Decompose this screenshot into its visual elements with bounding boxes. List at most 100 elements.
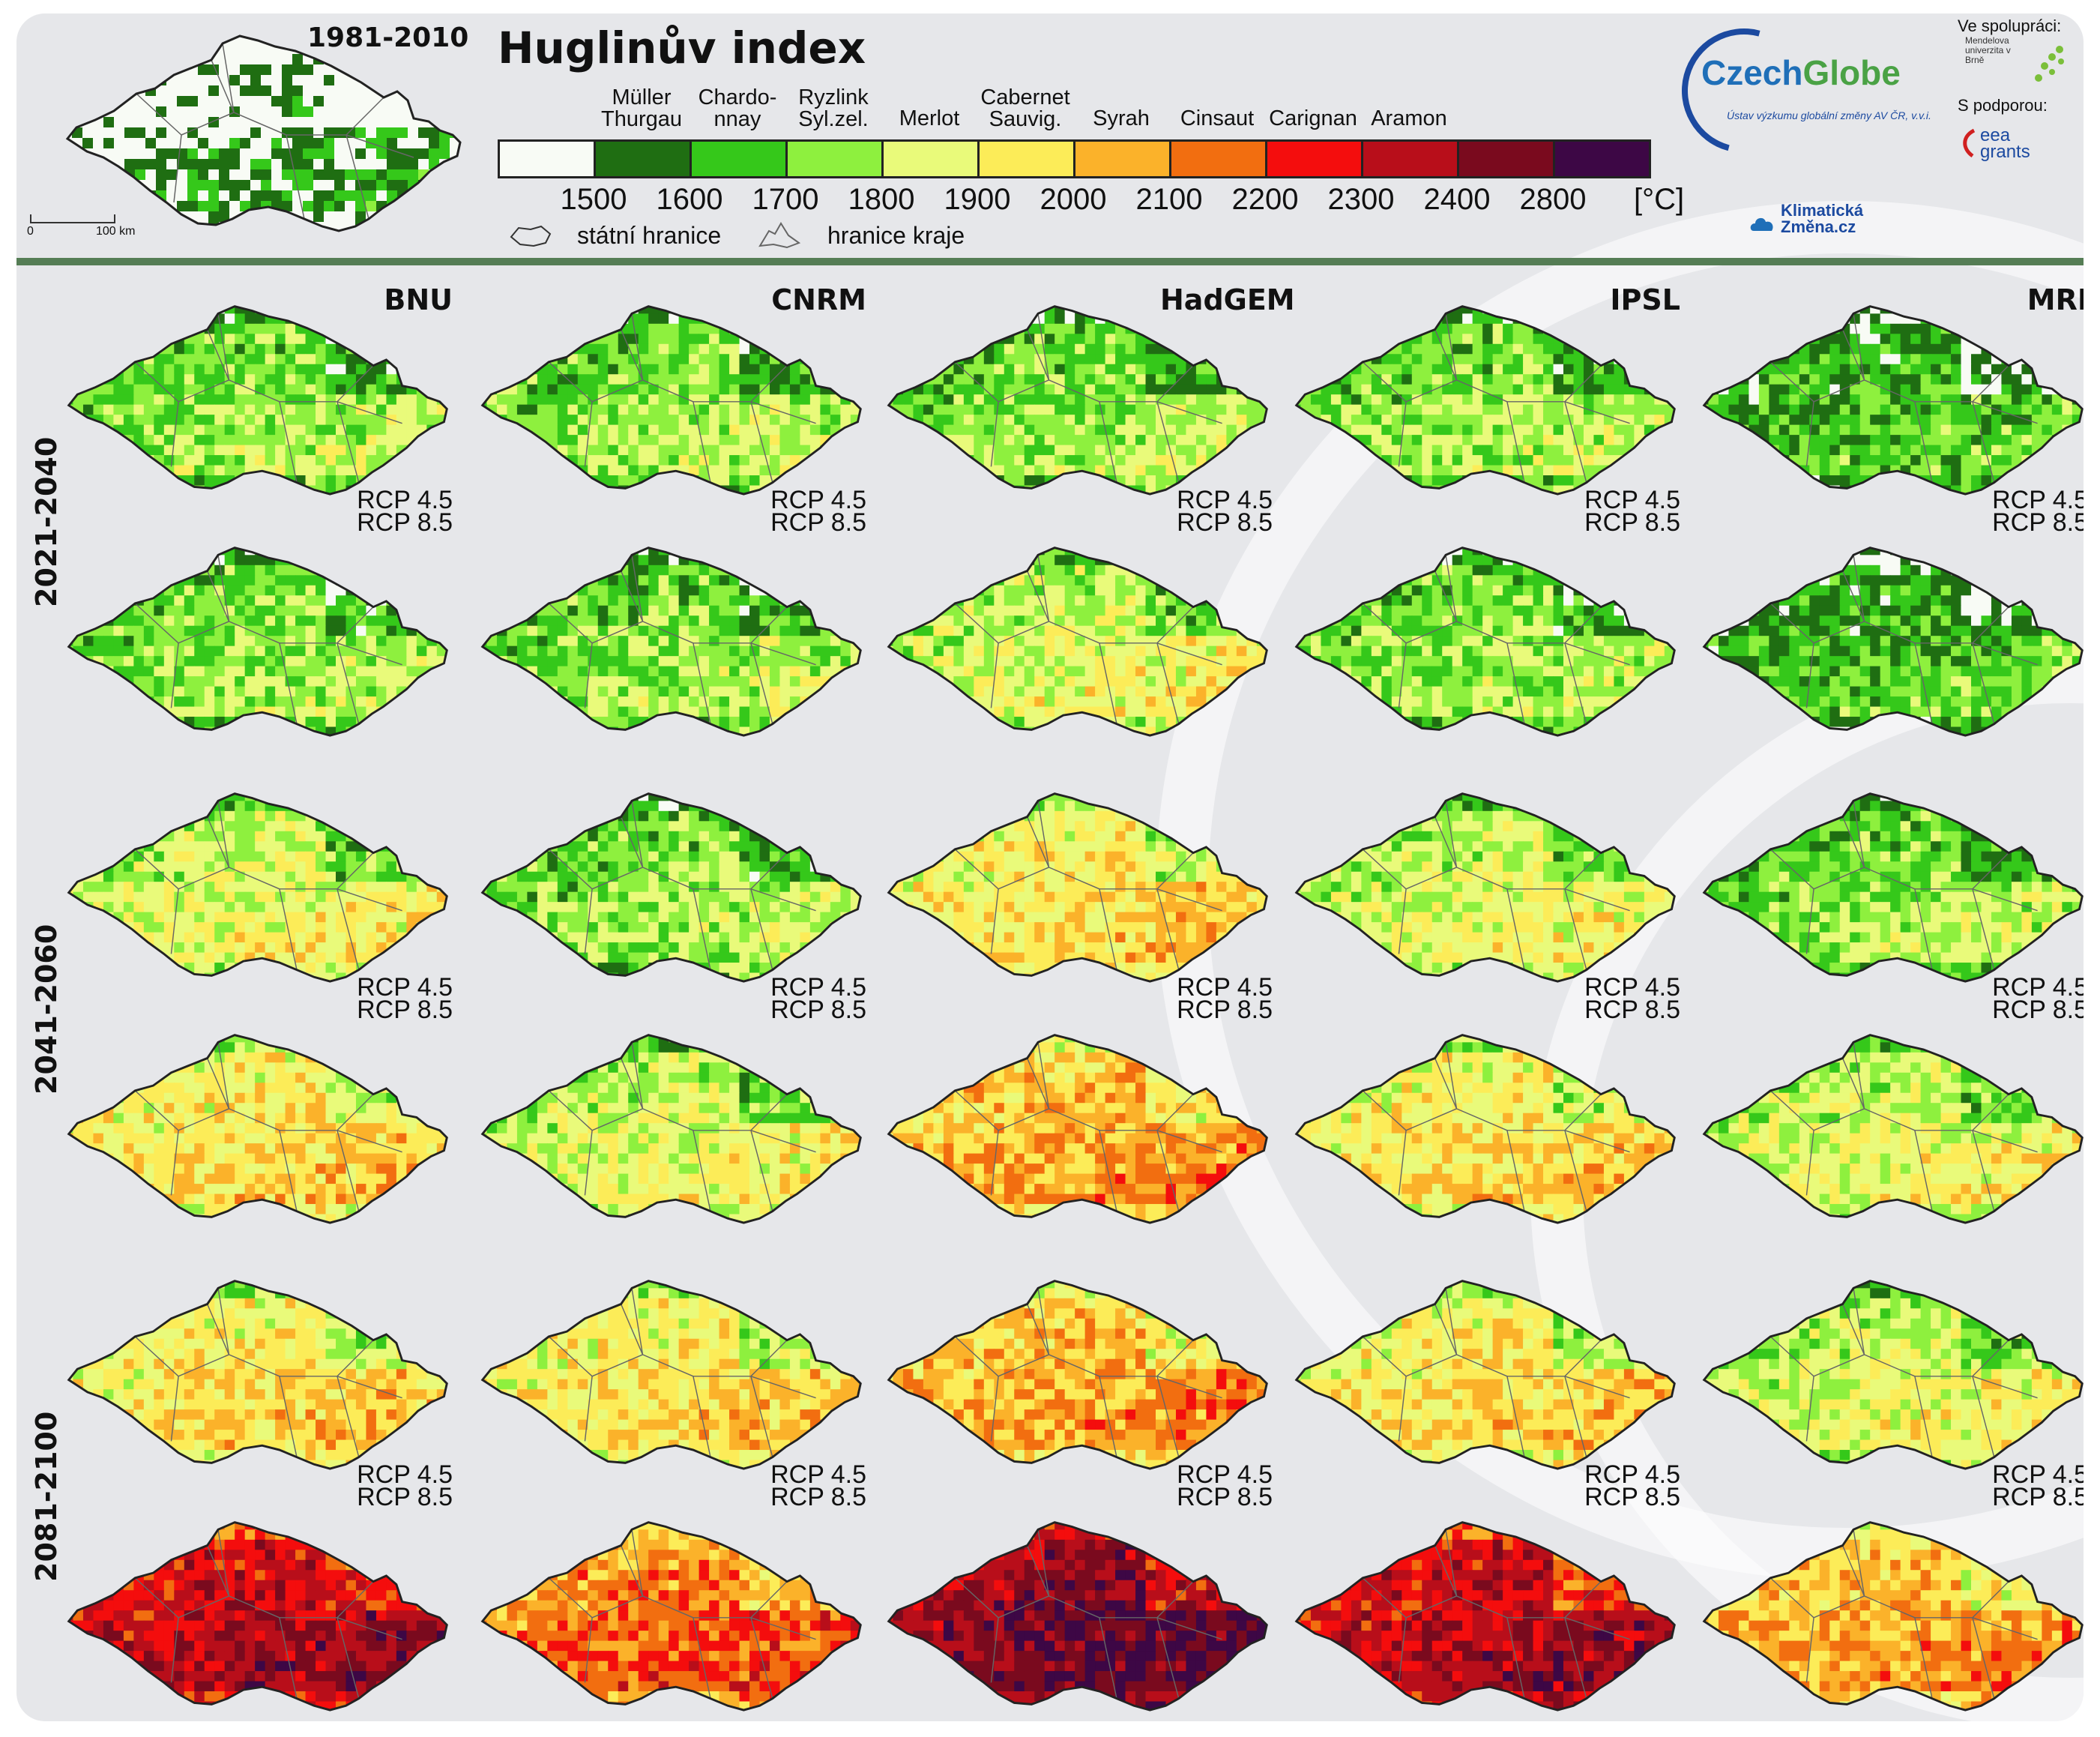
legend-tick-label: 2800 xyxy=(1504,183,1602,217)
legend-tick-label: 2100 xyxy=(1120,183,1218,217)
scenario-label: RCP 8.5 xyxy=(731,996,866,1025)
baseline-period-label: 1981-2010 xyxy=(307,22,468,53)
scenario-label: RCP 4.5 xyxy=(1545,1460,1680,1490)
header-separator xyxy=(16,258,2084,265)
period-label: 2081-2100 xyxy=(30,1402,63,1582)
scenario-label: RCP 4.5 xyxy=(1953,1460,2084,1490)
scenario-map xyxy=(887,1521,1268,1712)
scenario-map xyxy=(1702,1280,2084,1470)
legend-variety-label: Carignan xyxy=(1264,108,1362,130)
scenario-label: RCP 8.5 xyxy=(1545,508,1680,538)
scenario-map xyxy=(480,1034,862,1224)
state-border-label: státní hranice xyxy=(577,222,721,250)
legend-variety-label: Ryzlink Syl.zel. xyxy=(785,87,882,130)
scenario-label: RCP 4.5 xyxy=(1138,973,1273,1002)
scenario-label: RCP 8.5 xyxy=(1138,508,1273,538)
scenario-map xyxy=(887,547,1268,737)
legend-tick-label: 1700 xyxy=(737,183,834,217)
scenario-label: RCP 8.5 xyxy=(1953,508,2084,538)
legend-tick-label: 2400 xyxy=(1408,183,1506,217)
scenario-map xyxy=(1702,792,2084,983)
baseline-map xyxy=(65,34,462,232)
scenario-label: RCP 8.5 xyxy=(1138,1483,1273,1512)
legend-swatch xyxy=(690,139,788,178)
legend-tick-label: 2300 xyxy=(1312,183,1410,217)
legend-swatch xyxy=(1457,139,1555,178)
scenario-map xyxy=(887,1034,1268,1224)
scenario-label: RCP 8.5 xyxy=(1953,996,2084,1025)
legend-tick-label: 1500 xyxy=(545,183,642,217)
state-border-icon xyxy=(510,225,552,247)
czechglobe-subtitle: Ústav výzkumu globální změny AV ČR, v.v.… xyxy=(1727,109,1931,121)
scenario-label: RCP 8.5 xyxy=(731,1483,866,1512)
scenario-map xyxy=(67,547,448,737)
legend-tick-label: 2000 xyxy=(1025,183,1122,217)
scenario-label: RCP 4.5 xyxy=(1138,1460,1273,1490)
scenario-map xyxy=(67,1034,448,1224)
scenario-map xyxy=(1702,547,2084,737)
model-label: CNRM xyxy=(754,283,866,316)
legend-variety-label: Müller Thurgau xyxy=(593,87,690,130)
legend-swatch xyxy=(977,139,1075,178)
page-title: Huglinův index xyxy=(498,22,866,73)
model-label: HadGEM xyxy=(1160,283,1295,316)
legend-swatch xyxy=(1265,139,1363,178)
scenario-map xyxy=(887,305,1268,496)
mendel-dots-icon xyxy=(2035,46,2064,82)
scenario-label: RCP 8.5 xyxy=(318,996,453,1025)
scenario-label: RCP 4.5 xyxy=(1953,973,2084,1002)
scenario-map xyxy=(480,547,862,737)
scenario-map xyxy=(1702,305,2084,496)
model-label: BNU xyxy=(340,283,453,316)
model-label: MRI xyxy=(1976,283,2084,316)
legend-swatch xyxy=(594,139,692,178)
legend-swatch xyxy=(1073,139,1171,178)
legend-variety-label: Cinsaut xyxy=(1168,108,1266,130)
eea-grants-logo: eea grants xyxy=(1980,127,2040,161)
scenario-label: RCP 4.5 xyxy=(731,1460,866,1490)
scenario-map xyxy=(67,305,448,496)
scenario-label: RCP 4.5 xyxy=(318,486,453,515)
scenario-label: RCP 4.5 xyxy=(1545,973,1680,1002)
czechglobe-logo-icon xyxy=(1659,13,1829,176)
legend-tick-label: 2200 xyxy=(1216,183,1314,217)
cloud-icon xyxy=(1750,217,1773,231)
legend-variety-label: Syrah xyxy=(1072,108,1170,130)
scenario-map xyxy=(1294,547,1676,737)
scenario-map xyxy=(480,792,862,983)
scale-bar xyxy=(30,214,115,223)
scale-bar-zero: 0 xyxy=(27,225,34,238)
scenario-map xyxy=(1702,1521,2084,1712)
scenario-map xyxy=(887,792,1268,983)
eea-grants-icon xyxy=(1963,128,1976,158)
scenario-label: RCP 4.5 xyxy=(1138,486,1273,515)
klimaticka-zmena-logo: Klimatická Změna.cz xyxy=(1781,202,1878,235)
scenario-map xyxy=(67,1521,448,1712)
legend-variety-label: Chardo-nnay xyxy=(689,87,786,130)
scenario-map xyxy=(480,305,862,496)
scenario-label: RCP 4.5 xyxy=(1953,486,2084,515)
scenario-map xyxy=(1294,305,1676,496)
scenario-map xyxy=(1294,792,1676,983)
cooperation-label: Ve spolupráci: xyxy=(1958,16,2061,36)
czechglobe-logo: CzechGlobe xyxy=(1701,52,1901,93)
legend-tick-label: 1900 xyxy=(929,183,1026,217)
legend-variety-label: Aramon xyxy=(1360,108,1458,130)
period-label: 2021-2040 xyxy=(30,427,63,607)
legend-unit: [°C] xyxy=(1634,183,1684,217)
scenario-label: RCP 8.5 xyxy=(318,508,453,538)
legend-variety-label: Merlot xyxy=(881,108,978,130)
scenario-label: RCP 8.5 xyxy=(1545,1483,1680,1512)
support-label: S podporou: xyxy=(1958,96,2048,115)
scenario-label: RCP 8.5 xyxy=(1953,1483,2084,1512)
scenario-label: RCP 8.5 xyxy=(318,1483,453,1512)
model-label: IPSL xyxy=(1568,283,1680,316)
legend-variety-label: Cabernet Sauvig. xyxy=(977,87,1074,130)
scenario-map xyxy=(1702,1034,2084,1224)
scenario-label: RCP 4.5 xyxy=(318,1460,453,1490)
scale-bar-distance: 100 km xyxy=(96,225,135,238)
scenario-map xyxy=(480,1521,862,1712)
scenario-map xyxy=(67,792,448,983)
scenario-label: RCP 8.5 xyxy=(1545,996,1680,1025)
scenario-map xyxy=(887,1280,1268,1470)
